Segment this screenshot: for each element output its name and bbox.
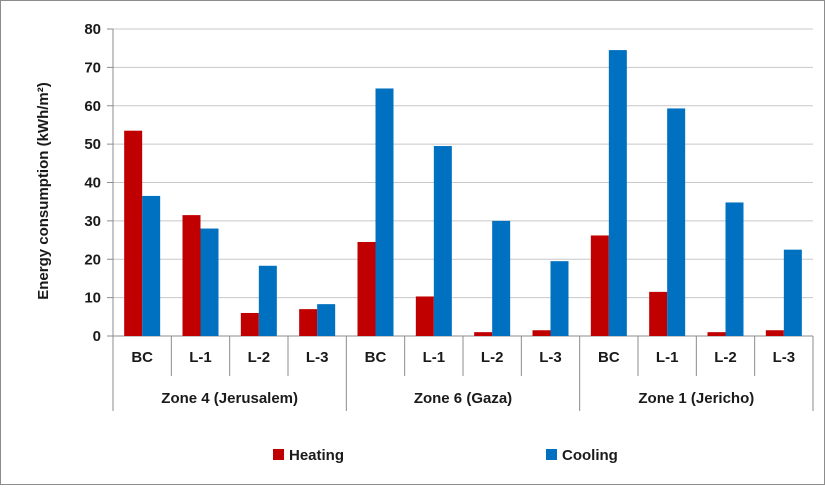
x-tick-label: BC [598,349,620,366]
group-label: Zone 6 (Gaza) [414,390,512,407]
bar-heating-9 [649,291,668,336]
y-tick-label: 40 [84,175,101,192]
y-tick-label: 10 [84,290,101,307]
bar-heating-6 [474,332,493,336]
y-tick-label: 70 [84,59,101,76]
bar-heating-1 [182,215,201,336]
y-tick-label: 80 [84,21,101,38]
bar-cooling-7 [550,261,569,336]
bar-heating-11 [765,330,784,336]
legend-swatch-cooling [546,449,557,460]
x-tick-label: L-1 [656,349,679,366]
x-tick-label: L-1 [423,349,446,366]
x-tick-label: L-2 [481,349,504,366]
y-tick-label: 50 [84,136,101,153]
x-tick-label: BC [131,349,153,366]
y-tick-label: 30 [84,213,101,230]
bar-cooling-0 [142,195,161,336]
x-tick-label: BC [365,349,387,366]
bar-heating-0 [124,130,143,336]
bar-cooling-5 [433,146,452,336]
legend-swatch-heating [273,449,284,460]
x-tick-label: L-1 [189,349,212,366]
bar-heating-3 [299,309,318,336]
bar-cooling-4 [375,88,394,336]
bar-cooling-6 [492,220,511,336]
group-label: Zone 1 (Jericho) [638,390,754,407]
bar-heating-7 [532,330,551,336]
bar-heating-5 [415,296,434,336]
y-tick-label: 20 [84,251,101,268]
bar-cooling-2 [258,265,277,336]
x-tick-label: L-2 [714,349,737,366]
y-axis-ticks: 0 10 20 30 40 50 60 70 80 [84,21,114,345]
bar-cooling-11 [783,249,802,336]
group-label: Zone 4 (Jerusalem) [161,390,298,407]
x-tick-label: L-3 [539,349,562,366]
bar-heating-10 [707,332,726,336]
x-tick-label: L-2 [248,349,271,366]
x-tick-label: L-3 [306,349,329,366]
grid-lines [113,28,813,337]
bar-cooling-3 [317,304,336,336]
bar-heating-8 [590,235,609,336]
legend-label-cooling: Cooling [562,447,618,464]
bar-cooling-1 [200,228,219,336]
bar-cooling-10 [725,202,744,336]
y-tick-label: 60 [84,98,101,115]
y-tick-label: 0 [93,328,101,345]
bar-cooling-9 [667,108,686,336]
y-axis-label: Energy consumption (kWh/m²) [35,82,52,300]
x-axis: BC L-1 L-2 L-3 BC L-1 L-2 L-3 BC L-1 L-2 L-3 Zone 4 … [112,336,814,411]
legend: Heating Cooling [273,447,618,464]
bar-heating-2 [240,312,259,336]
bar-heating-4 [357,241,376,336]
legend-label-heating: Heating [289,447,344,464]
bar-cooling-8 [608,50,627,336]
x-tick-label: L-3 [773,349,796,366]
bars [124,50,802,336]
